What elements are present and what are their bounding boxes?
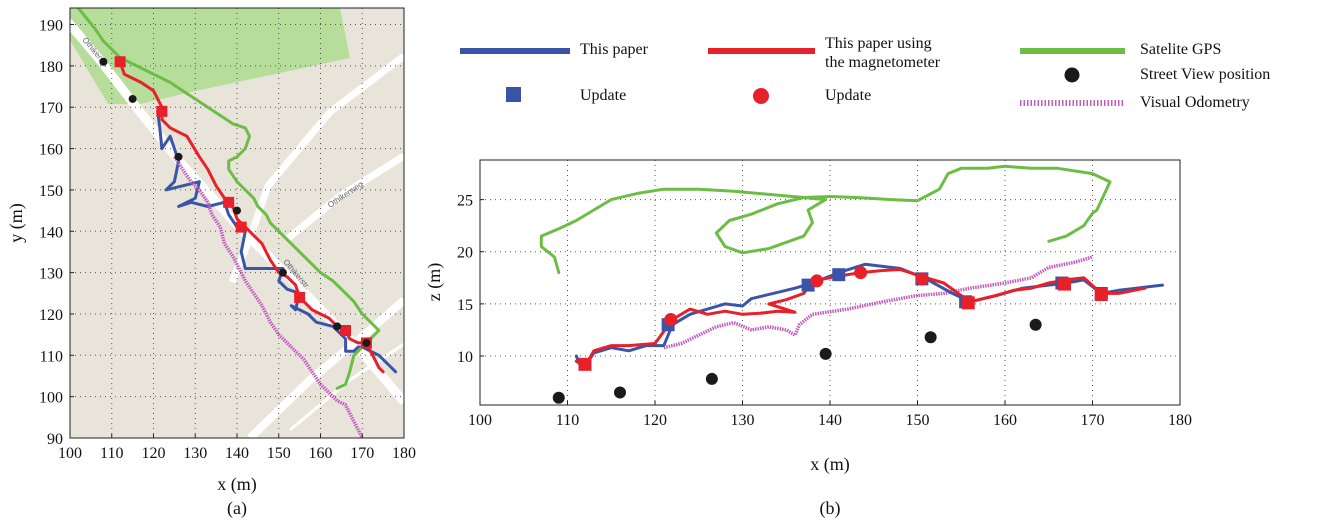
panel-b-marker-update-red [1058,277,1071,291]
panel-b-xtick-label: 170 [1081,412,1105,429]
panel-a-ylabel: y (m) [6,203,27,243]
panel-b-marker-update-red [915,272,929,286]
panel-b-ytick-label: 10 [457,349,473,366]
panel-a-ticks: 100 110 120 130 140 150 160 170 1809010011012013… [39,18,416,462]
panel-a-grid [70,8,404,439]
panel-b-xtick-label: 120 [643,412,667,429]
panel-b-ytick-label: 20 [457,245,473,262]
panel-b-ytick-label: 25 [457,193,473,210]
panel-a-series [76,8,398,438]
panel-a-frame [69,7,405,439]
panel-a-ytick-label: 130 [39,266,63,283]
panel-a-xtick-label: 110 [100,445,123,462]
panel-b-marker-street-view-position-black [705,372,718,385]
panel-b-xtick-label: 100 [468,412,492,429]
panel-a-marker-street-view-position-black [278,268,287,277]
panel-b-marker-update-red [810,274,824,288]
map-road-5 [289,342,404,432]
panel-b-ytick-label: 15 [457,297,473,314]
panel-a-xtick-label: 120 [142,445,166,462]
legend: This paper This paper using the magnetom… [460,35,1270,111]
panel-a-ytick-label: 180 [39,59,63,76]
panel-a-ytick-label: 140 [39,224,63,241]
panel-a-xtick-label: 160 [309,445,333,462]
legend-label-this-paper-mag-line2: the magnetometer [825,54,941,71]
panel-b-series-visual-odometry [663,255,1093,350]
panel-b-marker-street-view-position-black [614,386,626,399]
map-road-2 [228,53,404,284]
panel-a-ytick-label: 150 [39,183,63,200]
panel-a-ytick-label: 90 [47,431,63,448]
legend-label-update-blue: Update [580,87,626,104]
panel-a-marker-street-view-position-black [174,152,183,161]
panel-b-xtick-label: 180 [1168,412,1192,429]
panel-a-ytick-label: 190 [39,18,63,35]
panel-a-ytick-label: 170 [39,100,63,117]
legend-marker-update-red [753,88,769,104]
panel-a-xtick-label: 180 [392,445,416,462]
map-road-3 [283,153,404,243]
panel-b-marker-street-view-position-black [1029,318,1042,331]
panel-a-series-this-paper [156,109,398,374]
legend-label-street-view: Street View position [1140,66,1270,83]
panel-b-xtick-label: 110 [556,412,579,429]
panel-b-marker-update-red [854,266,868,280]
panel-a-series-this-paper-using-the-magnetometer [118,60,385,374]
panel-a-ytick-label: 110 [40,348,63,365]
panel-b-marker-update-red [664,313,678,327]
panel-a-marker-street-view-position-black [233,206,241,215]
panel-b-marker-update-blue [832,268,846,282]
panel-b-xlabel: x (m) [810,454,850,475]
panel-a-xtick-label: 140 [225,445,249,462]
panel-a-xtick-label: 130 [183,445,207,462]
legend-label-update-red: Update [825,87,871,104]
panel-a-label: (a) [227,498,247,519]
panel-b-xtick-label: 160 [993,412,1017,429]
panel-a-marker-street-view-position-black [128,94,137,103]
panel-a-xtick-label: 150 [267,445,291,462]
panel-b-marker-street-view-position-black [552,391,565,404]
panel-a-marker-street-view-position-black [333,322,342,331]
panel-a-xtick-label: 170 [350,445,374,462]
panel-a-ytick-label: 160 [39,142,63,159]
legend-label-satelite-gps: Satelite GPS [1140,41,1221,58]
map-park-area [70,8,350,104]
panel-b-marker-update-red [961,296,975,310]
panel-b: 100 110 120 130 140 150 160 170 180 10 15 20 25 x (m… [424,159,1192,519]
legend-label-this-paper: This paper [580,41,649,58]
legend-label-visual-odometry: Visual Odometry [1140,94,1250,111]
panel-a-marker-update-red [340,325,352,336]
panel-b-series [539,164,1164,404]
panel-b-ticks: 100 110 120 130 140 150 160 170 180 10 15 20 25 [457,193,1192,429]
panel-a-marker-update-red [235,221,247,233]
panel-a-series-visual-odometry [172,155,364,438]
panel-a-marker-street-view-position-black [99,57,108,66]
panel-b-label: (b) [820,498,841,519]
panel-b-marker-update-red [578,357,592,371]
legend-marker-update-blue [506,87,521,102]
panel-a-marker-update-red [223,196,235,208]
legend-label-this-paper-mag-line1: This paper using [825,35,932,52]
panel-a-series-satelite-gps [76,8,381,390]
panel-b-xtick-label: 140 [818,412,842,429]
panel-b-xtick-label: 150 [906,412,930,429]
panel-a-ytick-label: 100 [39,390,63,407]
panel-a-marker-street-view-position-black [362,338,371,347]
panel-b-ylabel: z (m) [424,263,445,301]
panel-a-marker-update-red [156,105,168,117]
panel-b-marker-street-view-position-black [819,347,832,360]
panel-a-ytick-label: 120 [39,307,63,324]
panel-a-marker-update-red [114,56,126,68]
panel-a: Othikerstr. Othikerweg Othikerstr. 100 11… [6,7,416,519]
panel-a-xlabel: x (m) [217,474,257,495]
panel-b-marker-update-red [1094,287,1108,301]
panel-a-xtick-label: 100 [58,445,82,462]
legend-marker-street-view [1064,67,1080,83]
panel-b-xtick-label: 130 [731,412,755,429]
panel-b-marker-street-view-position-black [924,331,937,344]
panel-a-marker-update-red [294,291,306,303]
panel-b-series-satelite-gps [539,164,1112,275]
panel-b-frame [479,159,1181,406]
